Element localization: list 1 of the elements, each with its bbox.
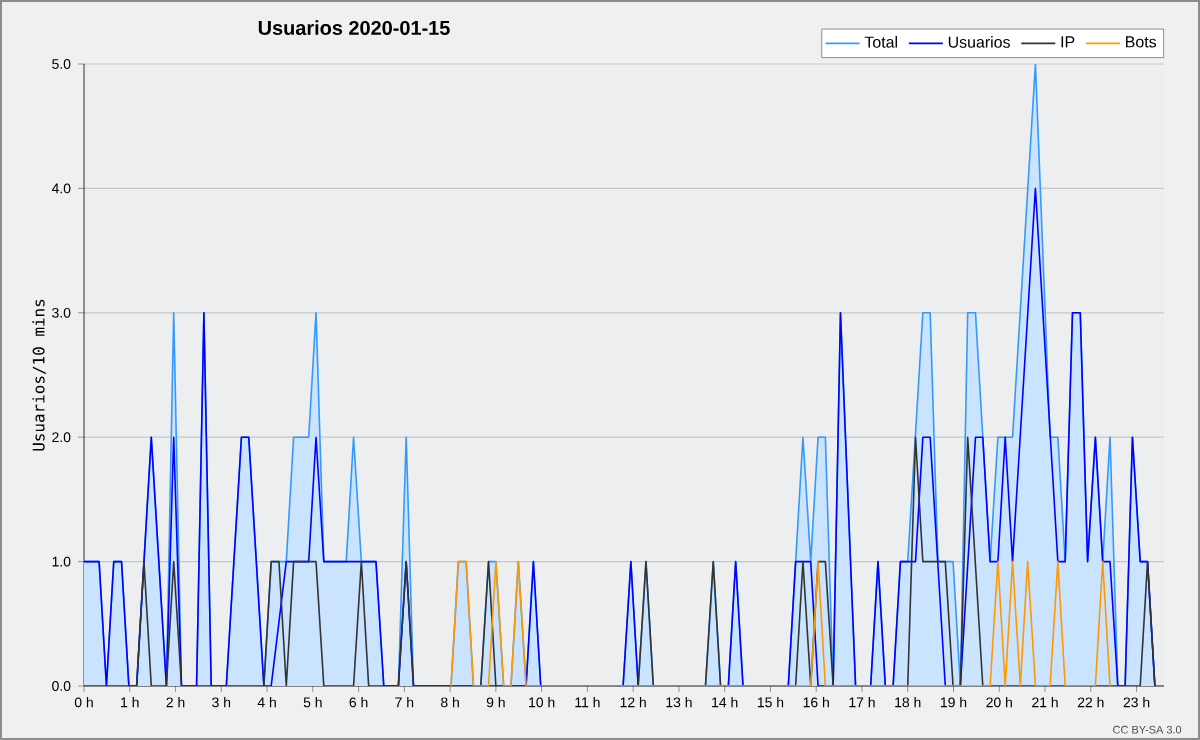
chart-title: Usuarios 2020-01-15 — [258, 20, 450, 35]
